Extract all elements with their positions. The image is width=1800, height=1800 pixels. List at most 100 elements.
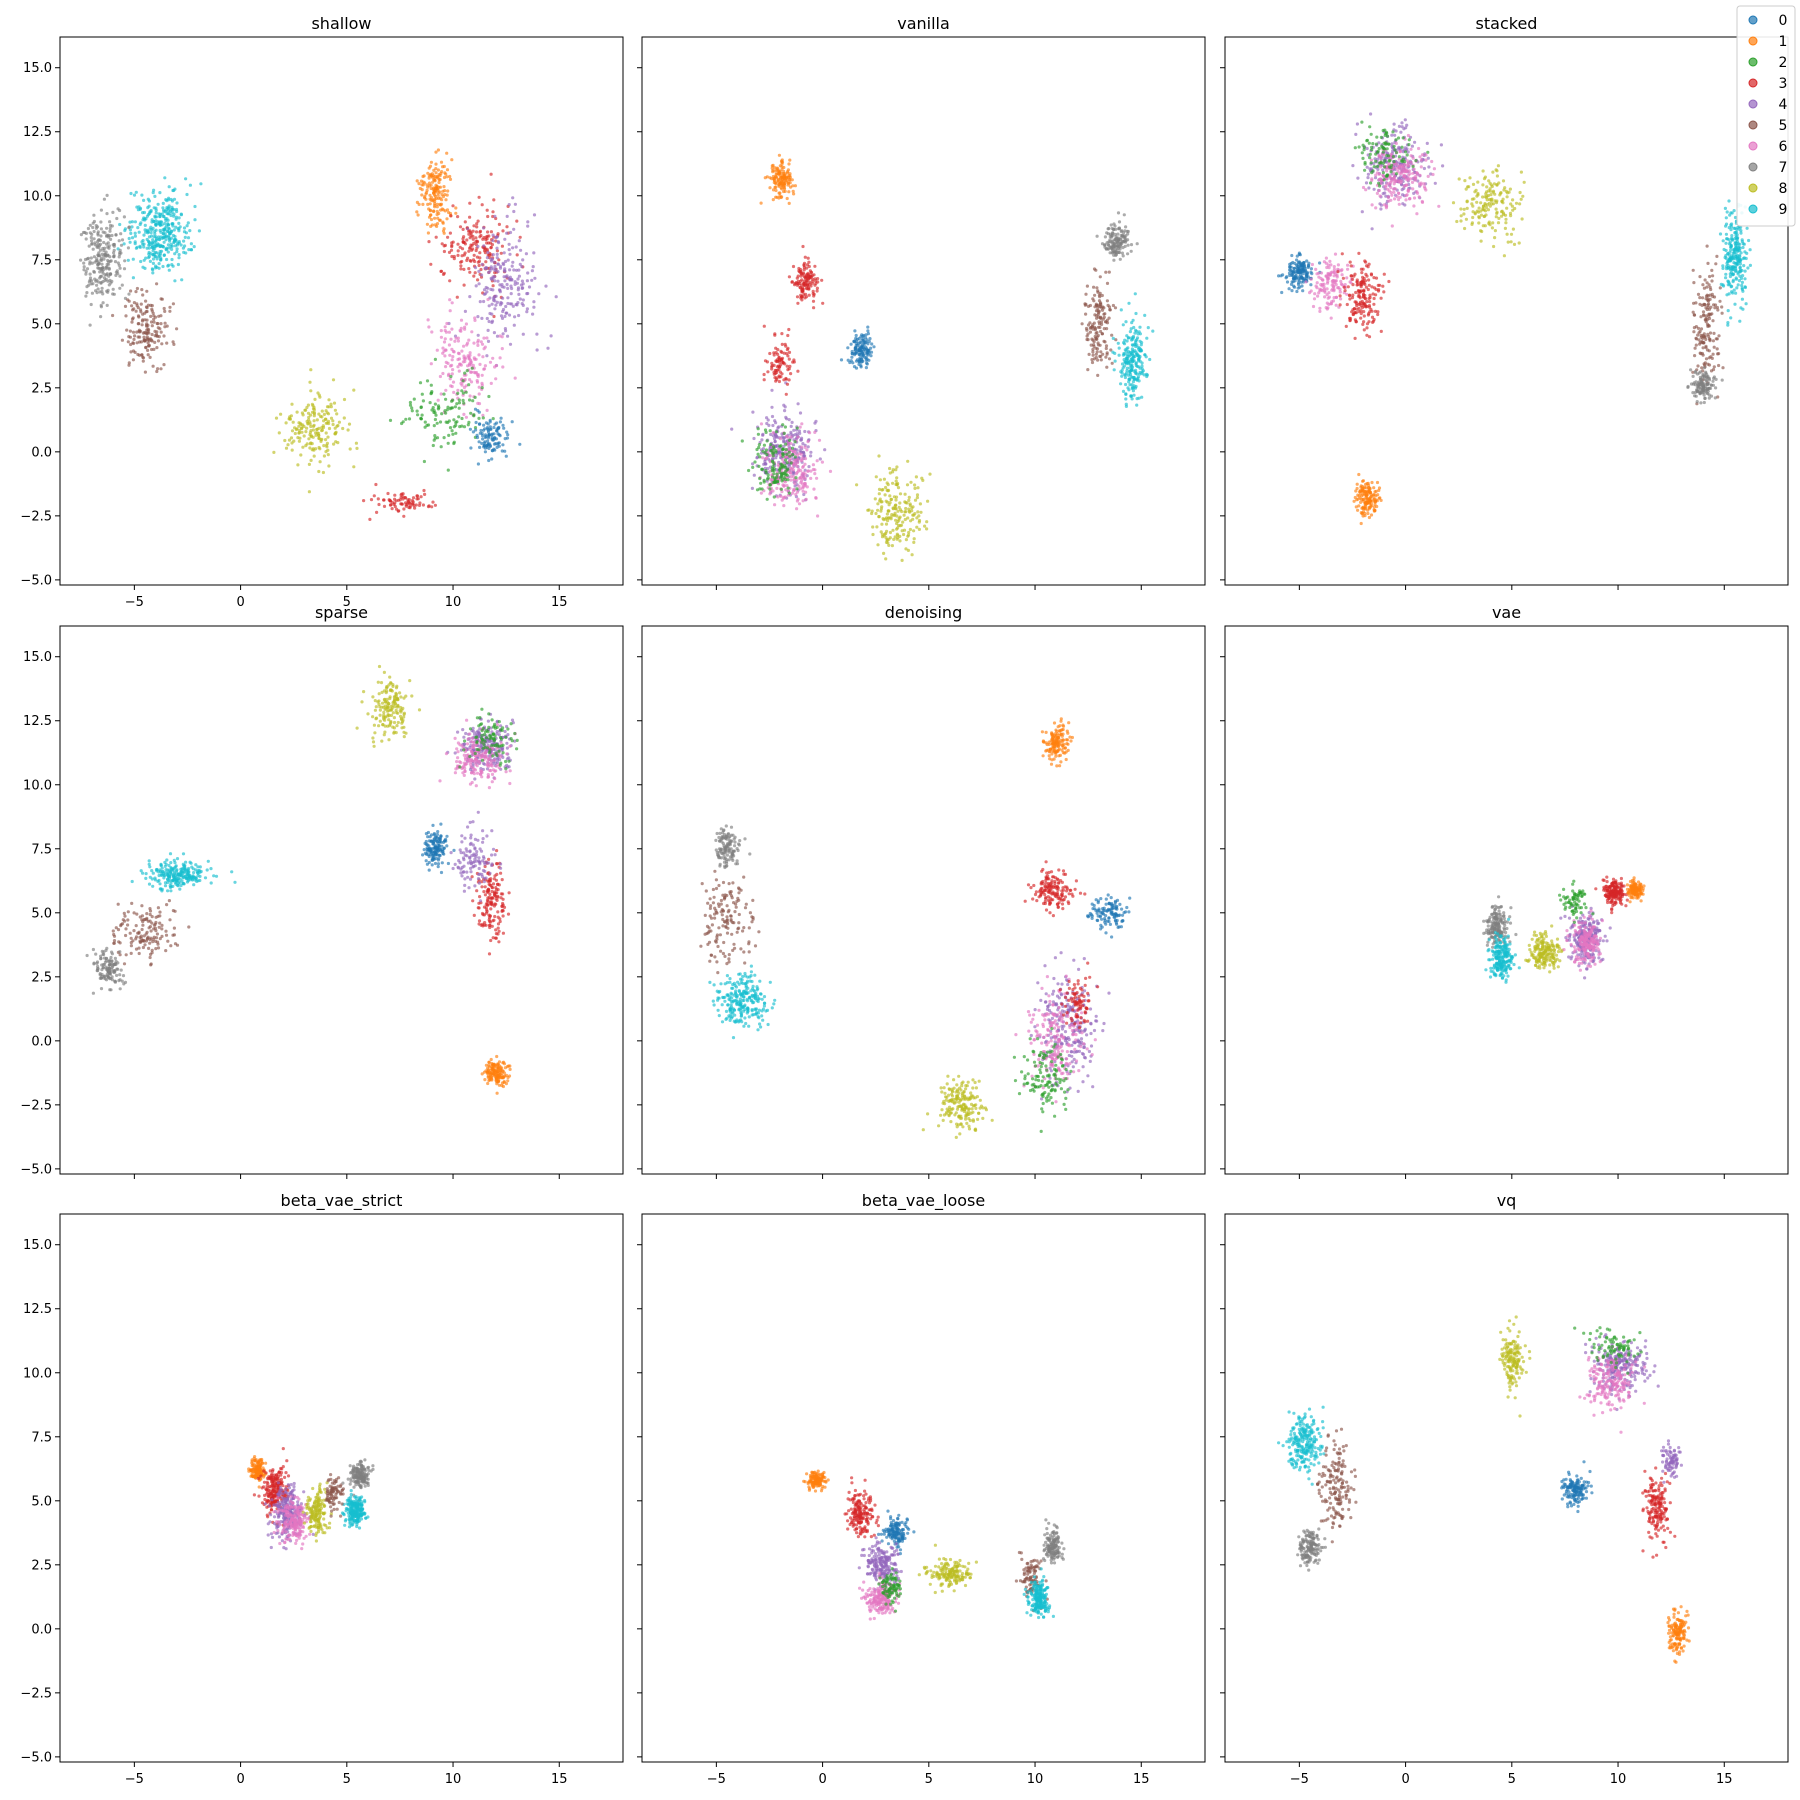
scatter-point xyxy=(1397,157,1401,161)
scatter-point xyxy=(1088,330,1092,334)
scatter-point xyxy=(1386,195,1390,199)
scatter-point xyxy=(308,446,312,450)
scatter-point xyxy=(478,251,482,255)
scatter-point xyxy=(417,202,421,206)
scatter-point xyxy=(480,273,484,277)
scatter-point xyxy=(799,452,804,456)
scatter-point xyxy=(1113,250,1117,254)
scatter-point xyxy=(1105,365,1109,369)
scatter-point xyxy=(896,486,901,490)
scatter-point xyxy=(1112,258,1116,262)
scatter-point xyxy=(502,251,506,255)
scatter-point xyxy=(448,309,452,313)
scatter-point xyxy=(147,250,151,255)
scatter-point xyxy=(1426,156,1430,160)
scatter-point xyxy=(162,253,166,257)
scatter-point xyxy=(476,244,480,248)
scatter-point xyxy=(117,263,121,267)
scatter-point xyxy=(527,285,532,289)
scatter-point xyxy=(1409,154,1413,158)
scatter-point xyxy=(774,346,778,350)
scatter-point xyxy=(457,401,462,405)
scatter-point xyxy=(427,176,431,180)
scatter-point xyxy=(782,378,786,382)
scatter-point xyxy=(434,162,438,166)
scatter-point xyxy=(88,223,92,227)
scatter-point xyxy=(1362,293,1366,297)
cluster-4 xyxy=(447,196,558,368)
scatter-point xyxy=(799,271,803,275)
scatter-point xyxy=(501,443,505,447)
scatter-point xyxy=(140,353,144,357)
scatter-point xyxy=(803,472,807,476)
scatter-point xyxy=(505,231,509,235)
scatter-point xyxy=(418,501,422,505)
scatter-point xyxy=(1369,307,1373,311)
scatter-point xyxy=(176,262,180,267)
scatter-point xyxy=(1381,168,1385,172)
scatter-point xyxy=(81,230,86,235)
cluster-2 xyxy=(740,423,799,501)
scatter-point xyxy=(515,281,520,285)
scatter-point xyxy=(1280,290,1284,295)
scatter-point xyxy=(434,167,438,171)
scatter-point xyxy=(488,241,493,245)
scatter-point xyxy=(898,524,902,528)
scatter-point xyxy=(1085,334,1089,338)
scatter-point xyxy=(490,437,494,441)
scatter-point xyxy=(450,358,454,362)
scatter-point xyxy=(478,300,482,304)
scatter-point xyxy=(189,242,193,246)
scatter-point xyxy=(167,246,171,250)
scatter-point xyxy=(188,229,192,233)
scatter-point xyxy=(450,301,454,305)
scatter-point xyxy=(394,499,398,503)
scatter-point xyxy=(508,230,513,235)
scatter-point xyxy=(393,493,397,497)
scatter-point xyxy=(782,495,786,499)
scatter-point xyxy=(418,381,423,385)
scatter-point xyxy=(801,442,805,446)
scatter-point xyxy=(417,503,422,507)
scatter-point xyxy=(1123,236,1127,240)
scatter-point xyxy=(437,218,442,222)
scatter-point xyxy=(1487,220,1491,224)
scatter-point xyxy=(1509,232,1514,236)
scatter-point xyxy=(787,190,791,194)
scatter-point xyxy=(1406,133,1410,138)
scatter-point xyxy=(508,302,512,306)
scatter-point xyxy=(412,397,416,401)
scatter-point xyxy=(488,420,492,424)
scatter-point xyxy=(456,242,460,246)
scatter-point xyxy=(1366,172,1370,176)
scatter-point xyxy=(446,441,450,445)
scatter-point xyxy=(780,350,784,354)
scatter-point xyxy=(1122,358,1126,362)
scatter-point xyxy=(92,255,96,259)
scatter-point xyxy=(473,371,477,375)
scatter-point xyxy=(326,453,330,457)
scatter-point xyxy=(531,312,535,316)
scatter-point xyxy=(518,297,522,301)
scatter-point xyxy=(928,472,932,476)
scatter-point xyxy=(1349,274,1353,278)
scatter-point xyxy=(796,435,800,439)
scatter-point xyxy=(489,230,493,234)
scatter-point xyxy=(1368,293,1372,297)
scatter-point xyxy=(787,162,791,166)
scatter-point xyxy=(152,219,156,224)
scatter-point xyxy=(126,246,130,250)
scatter-point xyxy=(813,472,817,476)
scatter-point xyxy=(1368,167,1372,171)
scatter-point xyxy=(315,418,319,422)
scatter-point xyxy=(477,440,481,444)
scatter-point xyxy=(1486,208,1490,212)
scatter-point xyxy=(189,248,193,252)
scatter-point xyxy=(451,204,455,208)
scatter-point xyxy=(482,244,486,248)
scatter-point xyxy=(1113,306,1118,310)
scatter-point xyxy=(791,184,795,188)
scatter-point xyxy=(468,427,472,431)
scatter-point xyxy=(1384,174,1388,178)
scatter-point xyxy=(499,314,504,318)
